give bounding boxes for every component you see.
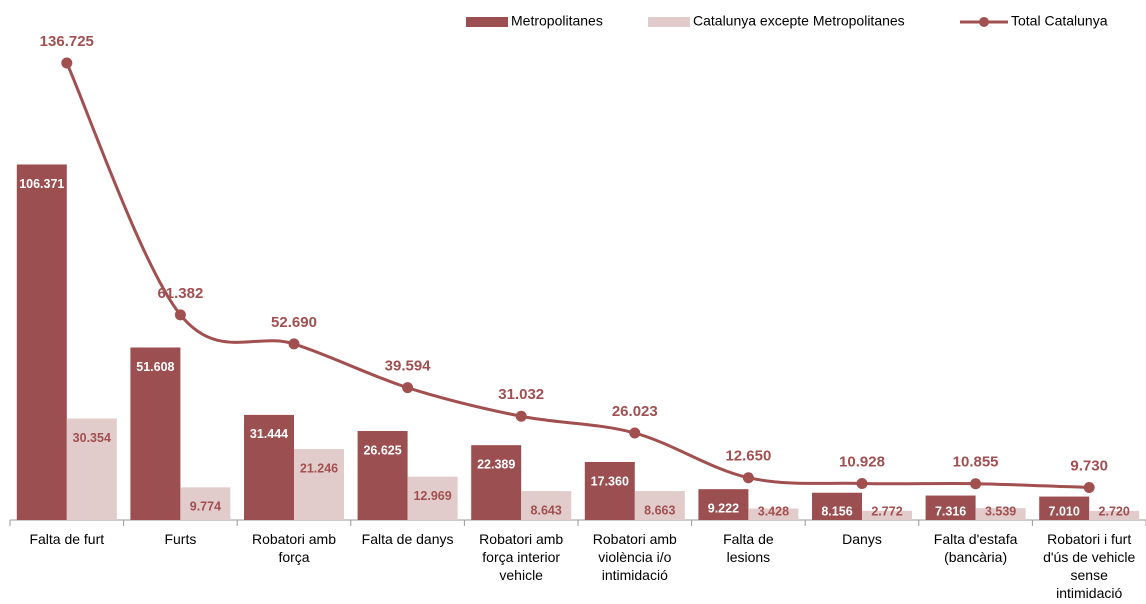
x-tick-label: Falta de lesions: [723, 531, 774, 565]
legend-label: Catalunya excepte Metropolitanes: [693, 13, 905, 29]
bar: [471, 445, 522, 520]
line-point: [629, 427, 641, 439]
x-tick-label: Robatori amb violència i/o intimidació: [593, 531, 677, 583]
bar: [634, 491, 685, 520]
line-value-label: 61.382: [157, 285, 203, 302]
bar-value-label: 17.360: [591, 474, 629, 488]
bar-value-label: 8.156: [821, 504, 852, 518]
legend-swatch: [466, 17, 508, 27]
bar-value-label: 9.774: [190, 500, 221, 514]
line-point: [515, 410, 527, 422]
bar: [130, 347, 181, 520]
bar: [16, 164, 67, 520]
bar-value-label: 3.539: [985, 504, 1016, 518]
bar: [244, 414, 294, 520]
bar-value-label: 7.010: [1049, 504, 1080, 518]
bar: [294, 448, 344, 520]
line-point: [970, 478, 982, 490]
legend-swatch: [648, 17, 690, 27]
bar-value-label: 12.969: [413, 489, 451, 503]
legend-label: Total Catalunya: [1011, 13, 1108, 29]
bar: [925, 495, 976, 520]
bar: [180, 487, 231, 520]
x-tick-label: Falta d'estafa (bancària): [934, 531, 1018, 565]
bar: [407, 476, 458, 520]
bar-value-label: 26.625: [363, 443, 401, 457]
bar-value-label: 31.444: [250, 427, 288, 441]
x-tick-label: Danys: [842, 531, 882, 547]
x-tick-label: Robatori i furt d'ús de vehicle sense intim…: [1043, 531, 1135, 601]
line-point: [61, 57, 73, 69]
bar: [862, 510, 912, 520]
bar: [521, 491, 572, 520]
line-value-label: 31.032: [498, 386, 544, 403]
bar-value-label: 9.222: [708, 501, 739, 515]
bar-value-label: 22.389: [477, 457, 515, 471]
bar-value-label: 2.772: [871, 504, 902, 518]
bar-value-label: 106.371: [19, 177, 64, 191]
bar-value-label: 8.663: [644, 503, 675, 517]
bar: [584, 461, 635, 520]
bar: [975, 508, 1026, 520]
line-value-label: 39.594: [385, 358, 432, 375]
line-value-label: 10.928: [839, 453, 885, 470]
legend-swatch-marker: [979, 17, 989, 27]
bar-value-label: 30.354: [73, 431, 111, 445]
line: [65, 62, 1090, 489]
line-value-label: 10.855: [953, 454, 999, 471]
line-point: [288, 338, 300, 350]
bar: [357, 431, 408, 520]
line-point: [856, 477, 868, 489]
line-point: [742, 472, 754, 484]
x-tick-label: Furts: [164, 531, 196, 547]
line-point: [174, 309, 186, 321]
bar-value-label: 7.316: [935, 504, 966, 518]
bar-value-label: 2.720: [1099, 504, 1130, 518]
line-point: [402, 382, 414, 394]
bar: [748, 508, 799, 520]
line-point: [1083, 481, 1095, 493]
line-value-label: 12.650: [725, 448, 771, 465]
line-value-label: 9.730: [1070, 457, 1108, 474]
bar: [698, 489, 749, 520]
bar-value-label: 3.428: [758, 504, 789, 518]
x-tick-label: Falta de danys: [362, 531, 454, 547]
bar-value-label: 8.643: [531, 503, 562, 517]
x-tick-label: Falta de furt: [29, 531, 104, 547]
x-tick-label: Robatori amb força interior vehicle: [479, 531, 563, 583]
bar: [66, 418, 117, 520]
x-tick-label: Robatori amb força: [252, 531, 336, 565]
bar: [1039, 496, 1090, 520]
line-value-label: 52.690: [271, 314, 317, 331]
line-value-label: 136.725: [40, 33, 94, 50]
line-value-label: 26.023: [612, 403, 658, 420]
bar-value-label: 51.608: [136, 360, 174, 374]
bar: [812, 492, 862, 520]
bar-value-label: 21.246: [300, 461, 338, 475]
legend-label: Metropolitanes: [511, 13, 603, 29]
bar: [1089, 510, 1140, 520]
